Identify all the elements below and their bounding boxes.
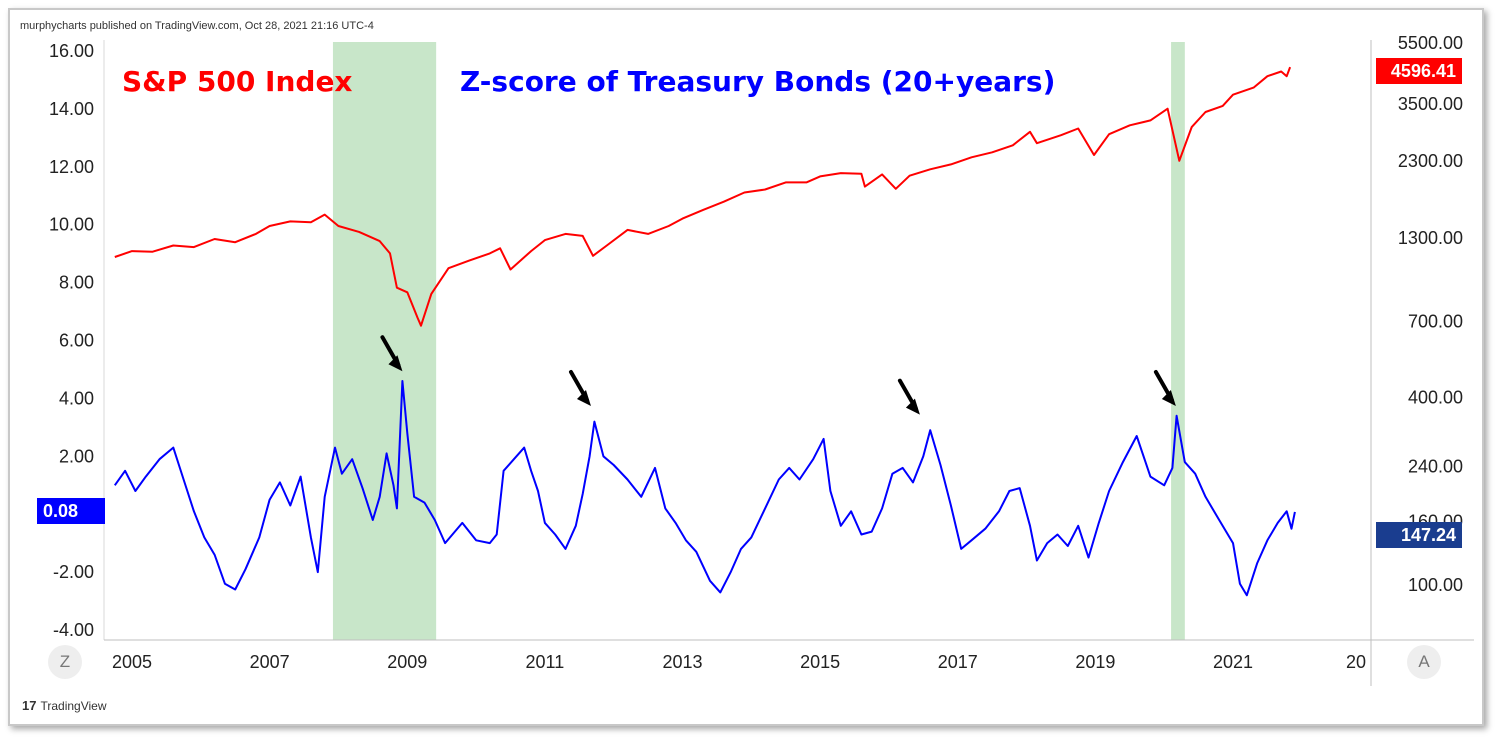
arrow-layer xyxy=(380,335,1176,415)
right-axis-tick: 700.00 xyxy=(1408,312,1463,332)
right-axis-tick: 400.00 xyxy=(1408,387,1463,407)
left-axis-tick: 16.00 xyxy=(49,41,94,61)
peak-arrow-3 xyxy=(897,378,920,415)
sp500-last-value-badge: 4596.41 xyxy=(1376,58,1462,84)
x-axis-tick: 2009 xyxy=(387,652,427,672)
left-axis-tick: -2.00 xyxy=(53,562,94,582)
x-axis-tick: 2021 xyxy=(1213,652,1253,672)
sp500-title: S&P 500 Index xyxy=(122,65,353,98)
z-button[interactable]: Z xyxy=(48,645,82,679)
tradingview-logo-mark: 17 xyxy=(22,698,37,713)
x-axis-tick: 2011 xyxy=(526,652,565,672)
right-axis-tick: 240.00 xyxy=(1408,457,1463,477)
chart-frame xyxy=(8,8,1484,726)
right-axis-tick: 100.00 xyxy=(1408,575,1463,595)
peak-arrow-2 xyxy=(568,369,591,406)
x-axis-tick: 20 xyxy=(1346,652,1366,672)
zscore-last-value-badge: 0.08 xyxy=(37,498,105,524)
left-axis-tick: -4.00 xyxy=(53,620,94,640)
left-axis-tick: 12.00 xyxy=(49,157,94,177)
zscore-line xyxy=(113,380,1296,597)
x-axis-tick: 2019 xyxy=(1075,652,1115,672)
shading-layer xyxy=(332,42,1185,640)
x-axis-tick: 2013 xyxy=(662,652,702,672)
series-layer xyxy=(113,66,1296,597)
right-axis: 5500.00 3500.00 2300.00 1300.00 700.00 400.00… xyxy=(1398,33,1463,595)
tradingview-logo-text: TradingView xyxy=(40,699,107,713)
right-axis-tick: 5500.00 xyxy=(1398,33,1463,53)
x-axis-tick: 2015 xyxy=(800,652,840,672)
peak-arrow-4 xyxy=(1153,369,1176,406)
left-axis-tick: 14.00 xyxy=(49,99,94,119)
left-axis: 16.00 14.00 12.00 10.00 8.00 6.00 4.00 2.00 -2.0… xyxy=(49,41,94,640)
sp500-line xyxy=(114,66,1292,327)
peak-arrow-head-3 xyxy=(905,398,920,415)
x-axis-tick: 2017 xyxy=(938,652,978,672)
x-axis-tick: 2005 xyxy=(112,652,152,672)
auto-scale-button[interactable]: A xyxy=(1407,645,1441,679)
right-axis-tick: 2300.00 xyxy=(1398,151,1463,171)
x-axis-tick: 2007 xyxy=(250,652,290,672)
peak-arrow-head-1 xyxy=(388,355,403,372)
left-axis-tick: 4.00 xyxy=(59,388,94,408)
x-axis: 2005 2007 2009 2011 2013 2015 2017 2019 2021 20 xyxy=(112,652,1366,672)
left-axis-tick: 8.00 xyxy=(59,273,94,293)
secondary-last-value-badge: 147.24 xyxy=(1376,522,1462,548)
zscore-title: Z-score of Treasury Bonds (20+years) xyxy=(460,65,1056,98)
tradingview-logo[interactable]: 17 TradingView xyxy=(22,698,107,713)
peak-arrow-head-2 xyxy=(576,389,591,406)
left-axis-tick: 2.00 xyxy=(59,446,94,466)
peak-arrow-1 xyxy=(380,335,403,372)
peak-arrow-head-4 xyxy=(1161,389,1176,406)
right-axis-tick: 3500.00 xyxy=(1398,94,1463,114)
left-axis-tick: 10.00 xyxy=(49,215,94,235)
right-axis-tick: 1300.00 xyxy=(1398,228,1463,248)
publisher-note: murphycharts published on TradingView.co… xyxy=(20,20,374,32)
left-axis-tick: 6.00 xyxy=(59,331,94,351)
shaded-period-2 xyxy=(1171,42,1185,640)
